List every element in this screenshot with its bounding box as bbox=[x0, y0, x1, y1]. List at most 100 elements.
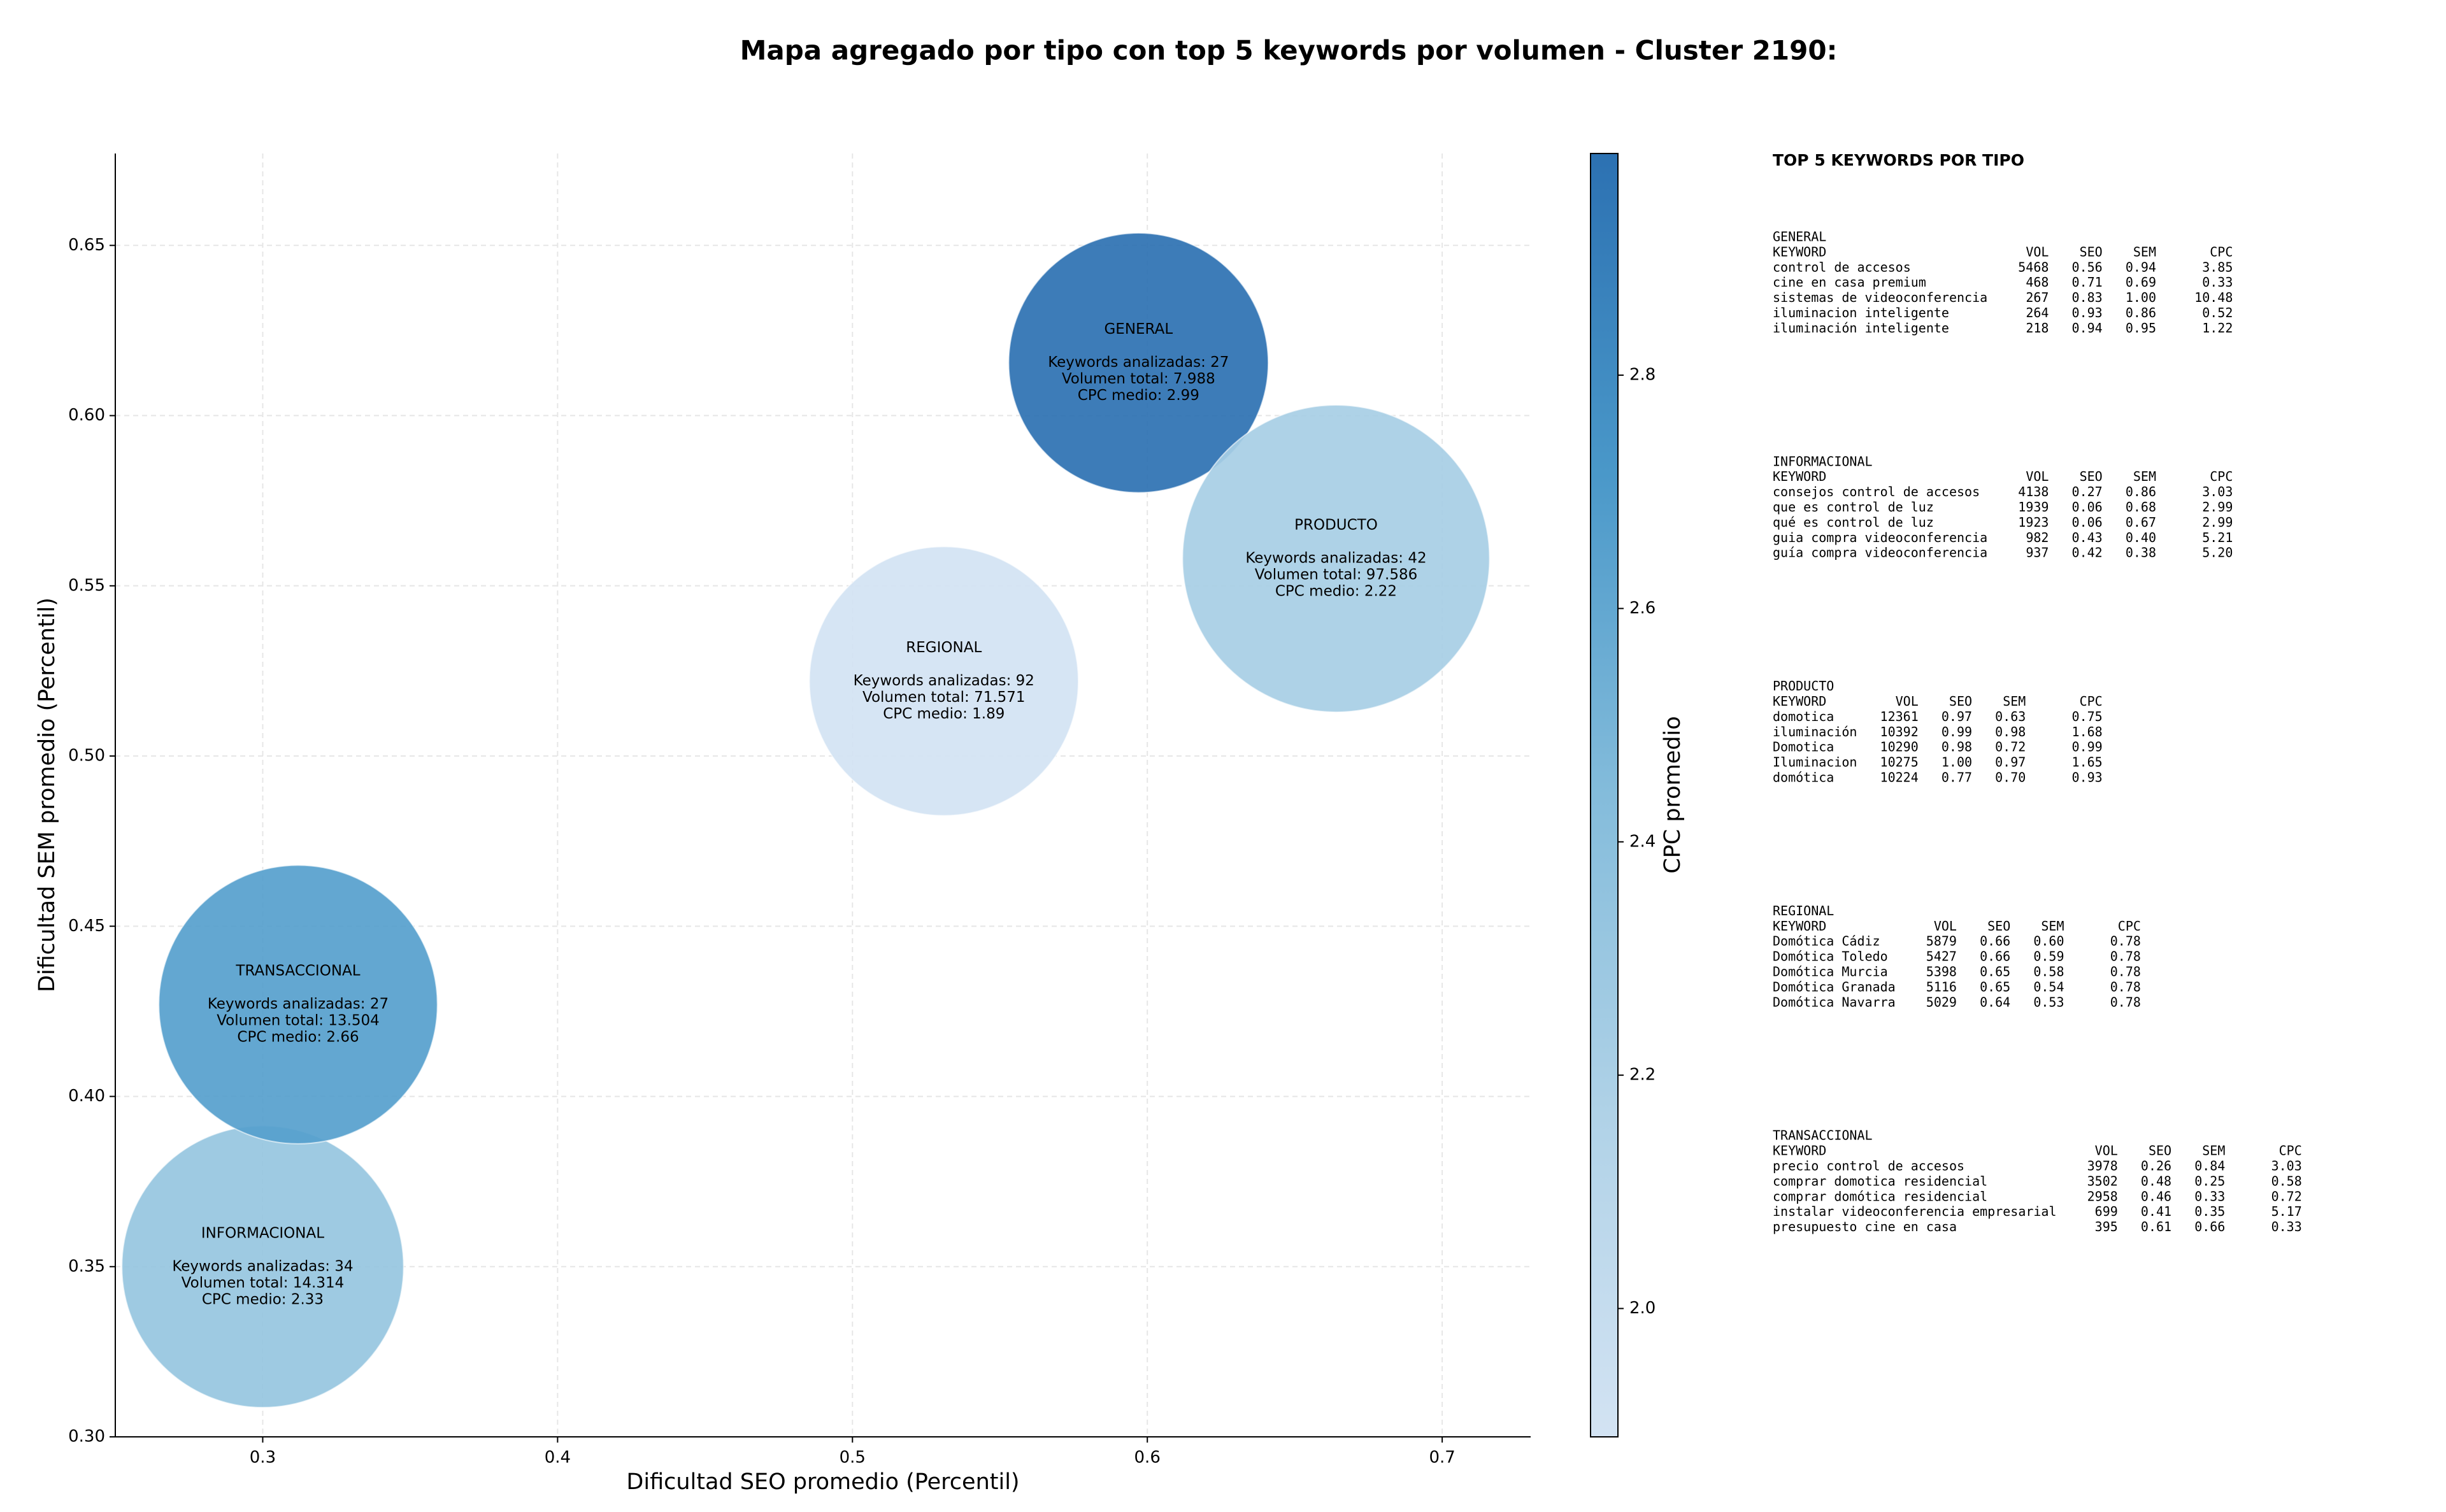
table-header: VOL bbox=[1896, 694, 1919, 709]
table-cell: 4138 bbox=[2018, 484, 2049, 499]
table-header: KEYWORD bbox=[1773, 694, 1826, 709]
bubble-annotation: Volumen total: 71.571 bbox=[862, 689, 1026, 706]
table-cell: 0.58 bbox=[2271, 1173, 2302, 1188]
table-cell: 0.58 bbox=[2033, 964, 2064, 980]
colorbar-label: CPC promedio bbox=[1660, 716, 1685, 873]
chart-title: Mapa agregado por tipo con top 5 keyword… bbox=[740, 35, 1838, 66]
table-cell: 3.03 bbox=[2202, 484, 2233, 499]
table-cell: iluminacion inteligente bbox=[1773, 305, 1949, 320]
table-group-name: REGIONAL bbox=[1773, 903, 1834, 918]
bubble-label: GENERAL bbox=[1104, 321, 1173, 338]
table-cell: 0.53 bbox=[2033, 994, 2064, 1009]
table-cell: sistemas de videoconferencia bbox=[1773, 290, 1987, 305]
table-header: VOL bbox=[2095, 1143, 2118, 1159]
table-cell: Domótica Granada bbox=[1773, 979, 1896, 994]
table-header: SEO bbox=[2080, 244, 2103, 259]
table-cell: 3.03 bbox=[2271, 1159, 2302, 1174]
table-cell: 0.26 bbox=[2141, 1159, 2171, 1174]
table-cell: consejos control de accesos bbox=[1773, 484, 1980, 499]
table-cell: 0.93 bbox=[2072, 305, 2103, 320]
table-cell: 5116 bbox=[1926, 979, 1957, 994]
table-cell: 218 bbox=[2026, 320, 2049, 336]
colorbar-tick-label: 2.0 bbox=[1629, 1299, 1656, 1318]
table-header: VOL bbox=[1934, 918, 1957, 934]
table-header: KEYWORD bbox=[1773, 918, 1826, 934]
table-header: KEYWORD bbox=[1773, 469, 1826, 484]
table-cell: 0.86 bbox=[2126, 484, 2156, 499]
table-cell: 0.83 bbox=[2072, 290, 2103, 305]
table-header: CPC bbox=[2118, 918, 2141, 934]
table-header: SEM bbox=[2133, 469, 2156, 484]
table-cell: 0.78 bbox=[2110, 979, 2141, 994]
bubble-annotation: CPC medio: 2.99 bbox=[1078, 387, 1199, 404]
x-tick-label: 0.3 bbox=[250, 1448, 276, 1467]
table-cell: Domótica Cádiz bbox=[1773, 934, 1880, 949]
table-cell: 0.94 bbox=[2072, 320, 2103, 336]
table-cell: comprar domotica residencial bbox=[1773, 1173, 1987, 1188]
table-cell: 267 bbox=[2026, 290, 2049, 305]
table-cell: instalar videoconferencia empresarial bbox=[1773, 1204, 2057, 1219]
table-header: KEYWORD bbox=[1773, 244, 1826, 259]
table-cell: 0.52 bbox=[2202, 305, 2233, 320]
bubble-annotation: Volumen total: 13.504 bbox=[217, 1013, 380, 1029]
table-cell: 0.70 bbox=[1995, 770, 2026, 785]
table-cell: 0.78 bbox=[2110, 994, 2141, 1009]
table-cell: 0.78 bbox=[2110, 964, 2141, 980]
x-tick-label: 0.7 bbox=[1429, 1448, 1455, 1467]
table-cell: 0.59 bbox=[2033, 949, 2064, 964]
table-cell: Domótica Murcia bbox=[1773, 964, 1888, 980]
y-tick-label: 0.55 bbox=[68, 576, 105, 595]
table-cell: 3978 bbox=[2087, 1159, 2118, 1174]
table-cell: precio control de accesos bbox=[1773, 1159, 1964, 1174]
table-cell: 0.38 bbox=[2126, 545, 2156, 560]
table-cell: 0.78 bbox=[2110, 934, 2141, 949]
bubble bbox=[158, 864, 438, 1145]
table-cell: 2.99 bbox=[2202, 499, 2233, 515]
table-cell: 0.66 bbox=[1980, 949, 2010, 964]
y-tick-label: 0.30 bbox=[68, 1427, 105, 1446]
bubble-annotation: Volumen total: 97.586 bbox=[1255, 567, 1418, 583]
bubble-annotation: CPC medio: 1.89 bbox=[883, 706, 1005, 722]
table-cell: 0.97 bbox=[1942, 709, 1972, 724]
bubble bbox=[1182, 404, 1491, 713]
table-cell: 937 bbox=[2026, 545, 2049, 560]
table-cell: 0.97 bbox=[1995, 755, 2026, 770]
table-cell: 0.46 bbox=[2141, 1188, 2171, 1204]
table-cell: 3502 bbox=[2087, 1173, 2118, 1188]
table-cell: Domótica Toledo bbox=[1773, 949, 1888, 964]
table-title: TOP 5 KEYWORDS POR TIPO bbox=[1773, 151, 2024, 169]
table-cell: 1923 bbox=[2018, 515, 2049, 530]
table-cell: 1.65 bbox=[2072, 755, 2103, 770]
table-cell: 1.00 bbox=[1942, 755, 1972, 770]
table-cell: 0.78 bbox=[2110, 949, 2141, 964]
table-cell: 0.40 bbox=[2126, 530, 2156, 545]
table-cell: 5.21 bbox=[2202, 530, 2233, 545]
table-header: SEM bbox=[2202, 1143, 2225, 1159]
table-cell: 0.27 bbox=[2072, 484, 2103, 499]
table-cell: 0.98 bbox=[1995, 724, 2026, 739]
bubble-label: PRODUCTO bbox=[1294, 517, 1378, 534]
bubble bbox=[808, 546, 1080, 817]
table-header: SEO bbox=[1949, 694, 1972, 709]
x-axis-label: Dificultad SEO promedio (Percentil) bbox=[626, 1469, 1019, 1495]
table-cell: 5879 bbox=[1926, 934, 1957, 949]
table-cell: 982 bbox=[2026, 530, 2049, 545]
table-cell: 0.71 bbox=[2072, 275, 2103, 290]
table-cell: qué es control de luz bbox=[1773, 515, 1934, 530]
table-cell: cine en casa premium bbox=[1773, 275, 1926, 290]
table-header: CPC bbox=[2080, 694, 2103, 709]
bubble-annotation: Keywords analizadas: 42 bbox=[1245, 550, 1426, 567]
table-cell: 1.68 bbox=[2072, 724, 2103, 739]
x-tick-label: 0.4 bbox=[545, 1448, 571, 1467]
bubble-label: TRANSACCIONAL bbox=[235, 963, 360, 980]
y-tick-label: 0.35 bbox=[68, 1257, 105, 1276]
x-tick-label: 0.6 bbox=[1134, 1448, 1161, 1467]
table-cell: iluminación inteligente bbox=[1773, 320, 1949, 336]
table-cell: 12361 bbox=[1880, 709, 1919, 724]
bubble-label: REGIONAL bbox=[906, 639, 982, 656]
y-axis-label: Dificultad SEM promedio (Percentil) bbox=[34, 597, 60, 992]
table-cell: domotica bbox=[1773, 709, 1834, 724]
table-cell: 699 bbox=[2095, 1204, 2118, 1219]
table-cell: 0.41 bbox=[2141, 1204, 2171, 1219]
